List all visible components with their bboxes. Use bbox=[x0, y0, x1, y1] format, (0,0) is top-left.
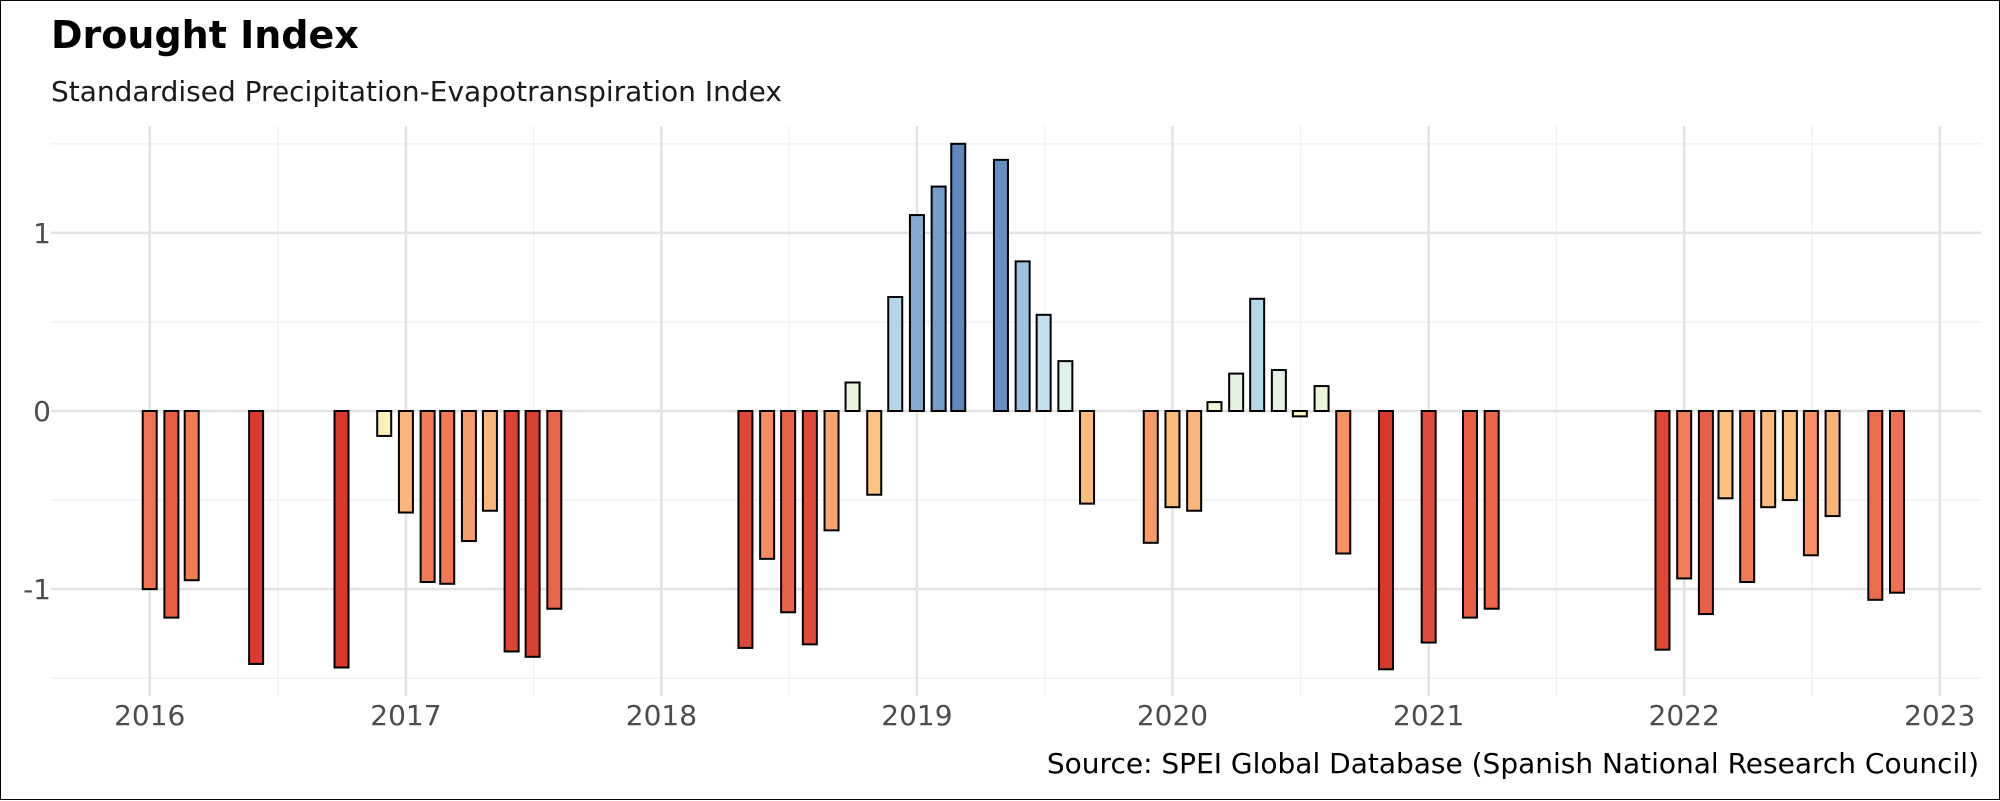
bar bbox=[1867, 410, 1884, 601]
x-tick-label: 2016 bbox=[114, 699, 185, 732]
bar bbox=[780, 410, 797, 614]
y-axis-labels: 1 0 -1 bbox=[23, 217, 51, 606]
bar bbox=[163, 410, 180, 619]
bar bbox=[1739, 410, 1756, 583]
bar bbox=[524, 410, 541, 658]
bar bbox=[481, 410, 498, 512]
bar bbox=[333, 410, 350, 669]
bar bbox=[1270, 369, 1287, 412]
bar bbox=[1697, 410, 1714, 616]
bar bbox=[1717, 410, 1734, 500]
bar bbox=[1057, 360, 1074, 412]
x-axis-labels: 2016 2017 2018 2019 2020 2021 2022 2023 bbox=[114, 699, 1975, 732]
bar bbox=[183, 410, 200, 582]
bar bbox=[1654, 410, 1671, 651]
bar bbox=[801, 410, 818, 646]
bar bbox=[1420, 410, 1437, 644]
bar bbox=[1164, 410, 1181, 509]
bar bbox=[992, 158, 1009, 412]
bar bbox=[1335, 410, 1352, 555]
bar bbox=[1249, 297, 1266, 412]
bar bbox=[866, 410, 883, 496]
bar bbox=[908, 214, 925, 412]
bar bbox=[1824, 410, 1841, 518]
bar bbox=[141, 410, 158, 591]
bar bbox=[1676, 410, 1693, 580]
bar bbox=[1291, 410, 1308, 418]
y-tick-label: 0 bbox=[33, 395, 51, 428]
x-tick-label: 2023 bbox=[1904, 699, 1975, 732]
bars bbox=[141, 142, 1905, 671]
bar bbox=[376, 410, 393, 437]
bar bbox=[1483, 410, 1500, 610]
bar bbox=[844, 381, 861, 412]
bar bbox=[503, 410, 520, 653]
chart-subtitle: Standardised Precipitation-Evapotranspir… bbox=[51, 75, 782, 108]
bar bbox=[546, 410, 563, 610]
bar bbox=[1802, 410, 1819, 557]
x-tick-label: 2022 bbox=[1649, 699, 1720, 732]
bar bbox=[439, 410, 456, 585]
bar bbox=[737, 410, 754, 649]
bar bbox=[1142, 410, 1159, 544]
bar bbox=[823, 410, 840, 532]
bar bbox=[1888, 410, 1905, 594]
bar bbox=[248, 410, 265, 665]
bar bbox=[1377, 410, 1394, 671]
y-tick-label: 1 bbox=[33, 217, 51, 250]
bar bbox=[397, 410, 414, 514]
x-tick-label: 2019 bbox=[881, 699, 952, 732]
bar bbox=[1035, 313, 1052, 412]
bar bbox=[930, 185, 947, 412]
bar bbox=[1014, 260, 1031, 412]
bar bbox=[1313, 385, 1330, 412]
chart-title: Drought Index bbox=[51, 13, 359, 57]
x-tick-label: 2018 bbox=[626, 699, 697, 732]
bar bbox=[887, 296, 904, 412]
bar bbox=[460, 410, 477, 543]
bar bbox=[1461, 410, 1478, 619]
bar bbox=[1186, 410, 1203, 512]
y-tick-label: -1 bbox=[23, 573, 51, 606]
source-caption: Source: SPEI Global Database (Spanish Na… bbox=[1046, 747, 1979, 780]
x-tick-label: 2020 bbox=[1137, 699, 1208, 732]
bar bbox=[1781, 410, 1798, 502]
bar bbox=[1206, 401, 1223, 412]
bar bbox=[759, 410, 776, 560]
bar bbox=[1079, 410, 1096, 505]
bar bbox=[1228, 372, 1245, 412]
x-tick-label: 2017 bbox=[370, 699, 441, 732]
bar bbox=[950, 142, 967, 412]
x-tick-label: 2021 bbox=[1393, 699, 1464, 732]
bar bbox=[419, 410, 436, 583]
bar bbox=[1760, 410, 1777, 509]
